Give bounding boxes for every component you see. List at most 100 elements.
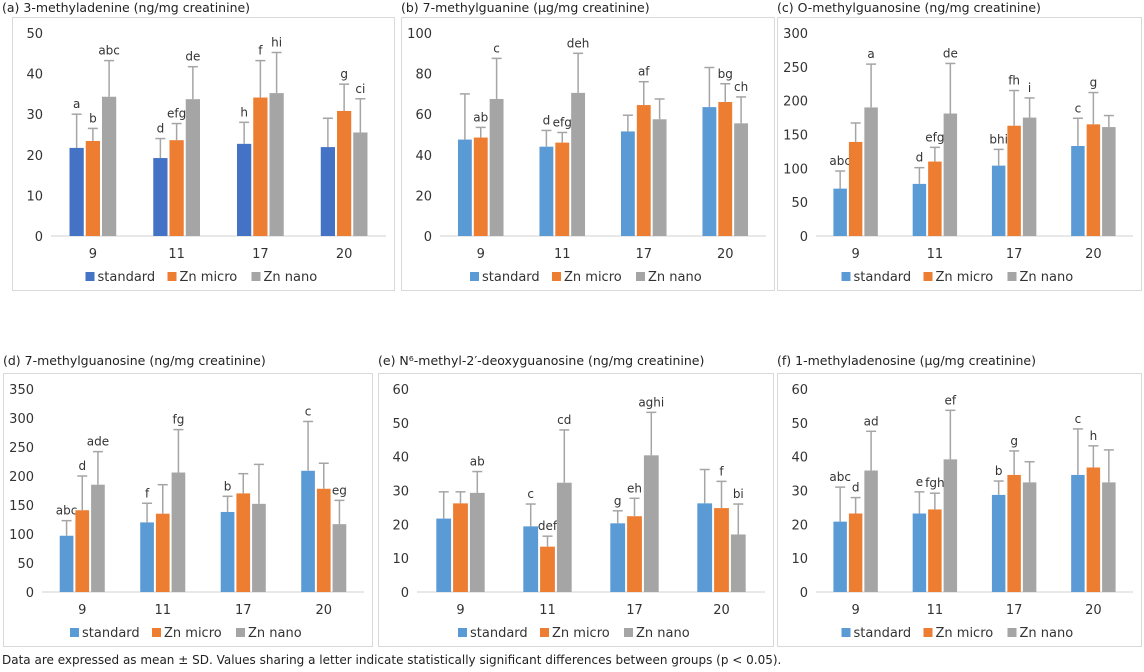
x-tick-label: 20 [336,247,353,262]
bar [316,488,331,592]
y-tick-label: 300 [9,412,34,427]
x-tick-label: 11 [554,247,571,262]
y-tick-label: 100 [407,27,432,42]
y-tick-label: 80 [415,68,432,83]
y-tick-label: 60 [392,383,409,398]
bar [1071,146,1085,236]
bar [59,535,74,592]
legend-swatch [841,628,851,637]
legend-swatch [236,628,245,637]
y-tick-label: 40 [791,451,808,466]
legend-swatch [70,628,79,637]
bar [571,92,586,236]
legend-label: standard [854,626,912,641]
legend-swatch [540,628,549,637]
bar [1086,467,1101,592]
y-tick-label: 350 [9,383,34,398]
chart-area: 0 50 100 150 200 250 300 350 9 abc d ade 11 f fg 17 b 20 c… [3,373,373,647]
y-tick-label: 20 [791,518,808,533]
significance-label: ci [355,82,365,96]
chart-title: (a) 3-methyladenine (ng/mg creatinine) [2,0,251,15]
x-tick-label: 9 [78,603,86,618]
legend-swatch [1007,272,1017,281]
x-tick-label: 11 [927,603,944,618]
significance-label: ab [473,110,488,124]
chart-area: 0 50 100 150 200 250 300 9 abc a 11 d efg de 17 bhi fh i 2… [777,17,1142,291]
y-tick-label: 250 [9,441,34,456]
legend-swatch [458,628,467,637]
significance-label: h [240,105,248,119]
x-tick-label: 20 [717,247,734,262]
x-tick-label: 9 [456,603,464,618]
significance-label: efg [167,107,186,121]
significance-label: a [867,47,874,61]
significance-label: deh [567,36,590,50]
bar [912,183,927,236]
x-tick-label: 9 [851,603,859,618]
y-tick-label: 100 [9,528,34,543]
significance-label: b [89,111,97,125]
bar [85,140,100,236]
bar [714,508,729,592]
legend-label: standard [854,270,912,285]
significance-label: ch [734,80,748,94]
legend-swatch [552,272,561,281]
significance-label: abc [829,154,851,168]
significance-label: f [719,464,724,478]
x-tick-label: 9 [477,247,485,262]
bar [453,503,468,592]
bar [991,494,1006,592]
bar [457,139,472,236]
bar [101,96,117,236]
legend-swatch [636,272,645,281]
bar [636,105,651,236]
y-tick-label: 0 [35,230,43,245]
bar [864,107,878,236]
x-tick-label: 11 [168,247,185,262]
bar [943,113,958,236]
y-tick-label: 20 [26,149,43,164]
bar [1102,482,1116,592]
bar [627,516,642,592]
significance-label: aghi [638,395,664,409]
x-tick-label: 9 [89,247,97,262]
significance-label: ade [87,435,109,449]
y-tick-label: 50 [26,27,43,42]
y-tick-label: 30 [392,485,409,500]
bar [469,492,485,592]
significance-label: fg [173,413,185,427]
bar [991,165,1006,236]
chart-area: 0 20 40 60 80 100 9 ab c 11 d efg deh 17 af 20 bg ch stand… [401,17,775,291]
chart-title: (c) O-methylguanosine (ng/mg creatinine) [777,0,1041,15]
bar [556,482,572,592]
legend-label: Zn nano [264,270,318,285]
bar [1007,125,1021,236]
bar [912,513,927,592]
significance-label: bhi [989,132,1008,146]
significance-label: efg [925,130,944,144]
y-tick-label: 10 [26,189,43,204]
panel-d: (d) 7-methylguanosine (ng/mg creatinine)… [3,353,373,648]
bar [473,137,488,236]
legend-swatch [251,272,261,281]
significance-label: def [538,519,558,533]
significance-label: efg [553,115,572,129]
bar [1007,474,1021,592]
legend-label: standard [470,626,528,641]
bar [1102,127,1116,236]
chart-area: 0 10 20 30 40 50 60 9 abc d ad 11 e fgh ef 17 b g 20 c h stan… [777,373,1142,647]
bar [734,123,749,236]
significance-label: fgh [925,476,944,490]
y-tick-label: 100 [783,162,808,177]
significance-label: bg [718,67,733,81]
significance-label: ef [945,393,957,407]
significance-label: de [185,50,200,64]
x-tick-label: 17 [1006,247,1023,262]
significance-label: d [543,113,551,127]
y-tick-label: 0 [800,586,808,601]
legend-swatch [624,628,633,637]
bar [436,518,452,592]
bar [332,524,347,592]
bar [928,161,942,236]
y-tick-label: 200 [783,95,808,110]
